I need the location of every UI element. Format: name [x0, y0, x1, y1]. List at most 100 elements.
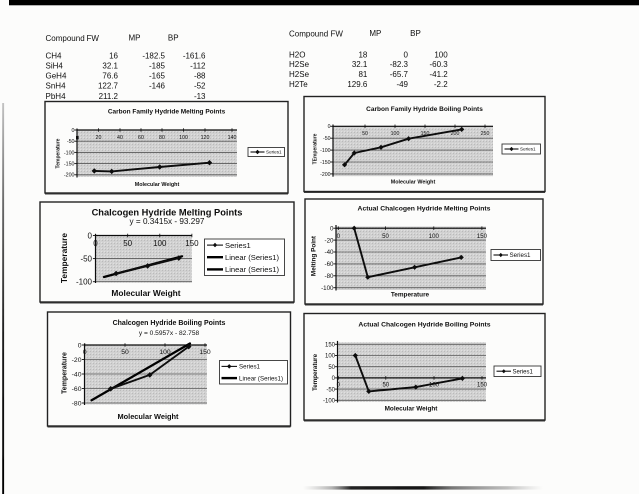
svg-text:100: 100: [153, 239, 167, 248]
svg-text:-60.3: -60.3: [429, 60, 448, 69]
svg-text:SiH4: SiH4: [46, 62, 64, 71]
svg-text:-20: -20: [72, 357, 82, 364]
svg-text:-80: -80: [325, 273, 335, 280]
svg-text:0: 0: [328, 124, 331, 130]
svg-text:0: 0: [83, 349, 87, 356]
svg-text:-60: -60: [325, 261, 335, 268]
svg-text:76.6: 76.6: [102, 72, 118, 81]
svg-text:32.1: 32.1: [102, 62, 118, 71]
svg-text:-200: -200: [64, 173, 75, 179]
svg-text:PbH4: PbH4: [46, 92, 67, 101]
svg-text:Compound: Compound: [46, 34, 85, 43]
svg-text:Linear (Series1): Linear (Series1): [225, 253, 279, 262]
svg-text:-100: -100: [76, 278, 93, 287]
svg-text:81: 81: [358, 70, 367, 79]
svg-text:-40: -40: [72, 371, 82, 378]
svg-text:Molecular Weight: Molecular Weight: [385, 405, 439, 412]
svg-text:-50: -50: [67, 139, 75, 145]
svg-text:-65.7: -65.7: [390, 70, 409, 79]
svg-text:-150: -150: [320, 160, 330, 166]
svg-text:16: 16: [109, 52, 118, 61]
svg-text:BP: BP: [168, 33, 179, 42]
svg-text:-100: -100: [321, 285, 334, 292]
svg-text:Series1: Series1: [225, 241, 251, 250]
svg-text:CH4: CH4: [46, 52, 63, 61]
svg-text:Compound: Compound: [289, 29, 328, 38]
svg-text:0: 0: [88, 231, 93, 240]
svg-text:H2Se: H2Se: [289, 60, 310, 69]
svg-text:H2O: H2O: [289, 50, 305, 59]
svg-text:Temperature: Temperature: [59, 233, 69, 283]
svg-text:150: 150: [199, 349, 211, 356]
svg-text:32.1: 32.1: [352, 60, 368, 69]
svg-text:-50: -50: [326, 387, 335, 393]
svg-text:100: 100: [179, 135, 188, 141]
svg-text:SnH4: SnH4: [46, 82, 67, 91]
svg-text:-100: -100: [323, 399, 336, 405]
svg-text:-146: -146: [149, 82, 166, 91]
svg-text:50: 50: [362, 131, 368, 137]
svg-text:50: 50: [121, 349, 129, 356]
svg-text:Temperature: Temperature: [56, 138, 62, 168]
svg-text:FW: FW: [331, 29, 344, 38]
svg-text:100: 100: [159, 349, 171, 356]
svg-text:-80: -80: [72, 400, 82, 407]
svg-text:Chalcogen Hydride Melting Poin: Chalcogen Hydride Melting Points: [92, 208, 243, 218]
svg-text:-100: -100: [320, 148, 330, 154]
svg-text:0: 0: [72, 128, 75, 134]
svg-text:-49: -49: [396, 80, 408, 89]
svg-text:-13: -13: [194, 92, 206, 101]
svg-text:Series1: Series1: [510, 252, 532, 259]
svg-text:0: 0: [332, 376, 336, 382]
svg-text:MP: MP: [369, 29, 381, 38]
svg-text:-185: -185: [149, 62, 166, 71]
svg-text:122.7: 122.7: [98, 82, 119, 91]
svg-text:150: 150: [477, 383, 488, 389]
svg-text:150: 150: [421, 131, 430, 137]
svg-text:200: 200: [451, 131, 460, 137]
svg-text:100: 100: [325, 354, 336, 360]
svg-text:20: 20: [96, 135, 102, 141]
svg-text:-60: -60: [72, 386, 82, 393]
svg-text:140: 140: [228, 135, 237, 141]
svg-text:GeH4: GeH4: [46, 72, 67, 81]
svg-text:Actual Chalcogen Hydride Melti: Actual Chalcogen Hydride Melting Points: [358, 205, 491, 212]
svg-text:100: 100: [434, 50, 448, 59]
svg-text:100: 100: [391, 131, 400, 137]
svg-text:120: 120: [201, 135, 210, 141]
svg-text:Linear (Series1): Linear (Series1): [225, 265, 279, 274]
svg-text:-52: -52: [194, 82, 206, 91]
svg-text:Chalcogen Hydride Boiling Poin: Chalcogen Hydride Boiling Points: [113, 320, 226, 327]
svg-text:250: 250: [481, 131, 490, 137]
svg-text:50: 50: [382, 383, 389, 389]
svg-text:Molecular Weight: Molecular Weight: [117, 412, 179, 421]
svg-text:18: 18: [358, 50, 367, 59]
svg-text:-50: -50: [323, 136, 331, 142]
svg-text:H2Se: H2Se: [289, 70, 310, 79]
svg-text:-2.2: -2.2: [434, 80, 448, 89]
svg-text:Linear (Series1): Linear (Series1): [239, 375, 283, 382]
svg-text:-40: -40: [325, 249, 335, 256]
svg-text:Series1: Series1: [266, 150, 282, 155]
svg-text:Molecular Weight: Molecular Weight: [111, 288, 180, 298]
svg-text:150: 150: [185, 239, 199, 248]
svg-text:150: 150: [325, 343, 336, 349]
svg-text:150: 150: [477, 234, 488, 240]
svg-text:-150: -150: [64, 162, 75, 168]
svg-text:Molecular Weight: Molecular Weight: [391, 179, 436, 185]
svg-text:-165: -165: [149, 72, 166, 81]
svg-text:-50: -50: [80, 255, 92, 264]
svg-text:Carbon Family Hydride Boiling: Carbon Family Hydride Boiling Points: [366, 106, 483, 113]
svg-text:MP: MP: [129, 34, 141, 43]
svg-text:BP: BP: [410, 29, 421, 38]
svg-text:Actual Chalcogen Hydride Boili: Actual Chalcogen Hydride Boiling Points: [358, 321, 490, 328]
svg-text:0: 0: [404, 50, 409, 59]
svg-text:50: 50: [123, 239, 132, 248]
svg-text:FW: FW: [87, 34, 100, 43]
svg-text:Carbon Family Hydride Melting: Carbon Family Hydride Melting Points: [108, 109, 226, 116]
svg-text:-161.6: -161.6: [183, 52, 206, 61]
svg-text:Molecular Weight: Molecular Weight: [135, 182, 180, 188]
svg-text:-20: -20: [325, 237, 335, 244]
svg-text:50: 50: [328, 365, 335, 371]
svg-text:H2Te: H2Te: [289, 80, 308, 89]
